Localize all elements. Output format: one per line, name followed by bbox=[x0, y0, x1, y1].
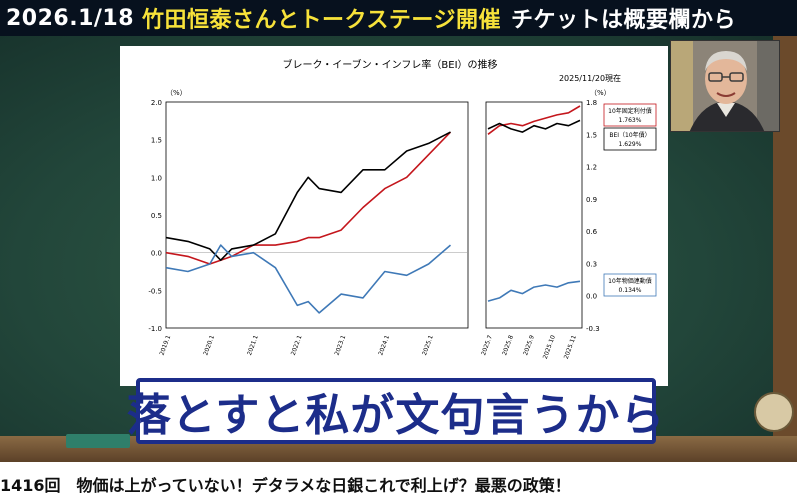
left-y-tick-label: -0.5 bbox=[148, 287, 162, 295]
legend-series-value: 1.763% bbox=[619, 117, 642, 124]
legend-box bbox=[603, 127, 657, 151]
chart-paper: ブレーク・イーブン・インフレ率（BEI）の推移 2025/11/20現在 （%）… bbox=[120, 46, 668, 386]
left-y-tick-label: -1.0 bbox=[148, 325, 162, 333]
right-y-tick-label: 1.8 bbox=[586, 99, 597, 107]
left-series-line bbox=[165, 131, 451, 261]
right-y-tick-label: 0.6 bbox=[586, 228, 598, 236]
video-player[interactable]: 2026.1/18 竹田恒泰さんとトークステージ開催 チケットは概要欄から ブレ… bbox=[0, 0, 797, 462]
right-ylabel: （%） bbox=[590, 89, 611, 97]
caption-text: 落とすと私が文句言うから bbox=[126, 390, 666, 441]
left-x-tick-label: 2020.1 bbox=[202, 334, 216, 356]
right-x-tick-label: 2025.8 bbox=[501, 334, 515, 356]
left-y-tick-label: 1.5 bbox=[151, 137, 162, 145]
left-x-tick-label: 2022.1 bbox=[290, 334, 304, 356]
right-x-tick-label: 2025.11 bbox=[563, 334, 578, 360]
left-series-line bbox=[165, 244, 452, 314]
channel-logo bbox=[754, 392, 794, 432]
banner-event: 竹田恒泰さんとトークステージ開催 bbox=[142, 8, 501, 33]
left-x-tick-label: 2024.1 bbox=[377, 334, 391, 356]
legend-series-name: 10年固定利付債 bbox=[608, 107, 652, 115]
right-y-tick-label: -0.3 bbox=[586, 325, 600, 333]
right-x-tick-label: 2025.10 bbox=[542, 334, 557, 360]
bei-chart: ブレーク・イーブン・インフレ率（BEI）の推移 2025/11/20現在 （%）… bbox=[148, 58, 657, 360]
legend-series-name: 10年物価連動債 bbox=[608, 277, 652, 285]
chart-date-label: 2025/11/20現在 bbox=[559, 73, 621, 83]
legend-box bbox=[603, 273, 657, 297]
right-x-tick-label: 2025.9 bbox=[522, 334, 536, 356]
left-series-line bbox=[165, 131, 452, 265]
left-x-tick-label: 2019.1 bbox=[158, 334, 172, 356]
video-title[interactable]: 1416回 物価は上がっていない！デタラメな日銀これで利上げ？最悪の政策！ bbox=[0, 476, 571, 495]
left-ylabel: （%） bbox=[166, 89, 187, 97]
left-y-tick-label: 2.0 bbox=[151, 99, 162, 107]
left-plot-frame bbox=[165, 101, 469, 329]
left-x-tick-label: 2025.1 bbox=[421, 334, 435, 356]
chart-title: ブレーク・イーブン・インフレ率（BEI）の推移 bbox=[282, 58, 497, 71]
right-y-tick-label: 0.9 bbox=[586, 196, 597, 204]
left-x-tick-label: 2023.1 bbox=[334, 334, 348, 356]
legend-box bbox=[603, 103, 657, 127]
right-y-tick-label: 0.0 bbox=[586, 293, 597, 301]
left-y-tick-label: 0.5 bbox=[151, 212, 162, 220]
eraser bbox=[66, 434, 130, 448]
right-plot-panel: 1.8 1.5 1.2 0.9 0.6 0.3 0.0 -0.3 2025.7 2025.8 202… bbox=[480, 99, 600, 360]
legend-series-value: 0.134% bbox=[619, 287, 642, 294]
banner-date: 2026.1/18 bbox=[6, 5, 135, 31]
right-plot-frame bbox=[485, 101, 583, 329]
subtitle-caption: 落とすと私が文句言うから bbox=[127, 378, 664, 444]
presenter-webcam bbox=[670, 40, 780, 132]
right-series-line bbox=[487, 119, 581, 133]
chart-legend: 10年固定利付債 1.763% BEI（10年債） 1.629% 10年物価連動債 0.1… bbox=[603, 103, 657, 297]
right-x-tick-label: 2025.7 bbox=[480, 334, 494, 356]
right-y-tick-label: 1.5 bbox=[586, 131, 597, 139]
right-series-line bbox=[487, 105, 581, 135]
right-series-line bbox=[487, 280, 581, 302]
legend-series-value: 1.629% bbox=[619, 141, 642, 148]
right-y-tick-label: 0.3 bbox=[586, 260, 597, 268]
legend-series-name: BEI（10年債） bbox=[609, 131, 650, 139]
presenter-figure bbox=[671, 41, 779, 131]
right-y-tick-label: 1.2 bbox=[586, 164, 597, 172]
event-banner: 2026.1/18 竹田恒泰さんとトークステージ開催 チケットは概要欄から bbox=[0, 0, 797, 36]
banner-ticket: チケットは概要欄から bbox=[510, 8, 736, 33]
left-x-tick-label: 2021.1 bbox=[246, 334, 260, 356]
left-y-tick-label: 1.0 bbox=[151, 174, 162, 182]
left-y-tick-label: 0.0 bbox=[151, 250, 162, 258]
